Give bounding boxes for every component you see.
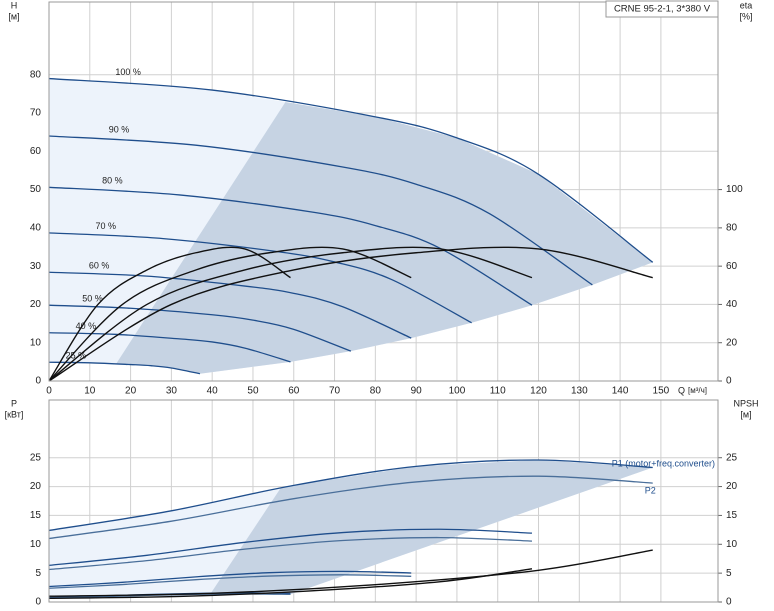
y-tick-label: 5 (35, 568, 41, 579)
x-tick-label: 150 (653, 386, 670, 397)
x-tick-label: 30 (166, 386, 178, 397)
y2-tick-label: 0 (726, 597, 732, 608)
y2-tick-label: 20 (726, 481, 738, 492)
y2-axis-label: eta (740, 0, 753, 10)
y-tick-label: 25 (30, 452, 42, 463)
y2-tick-label: 80 (726, 223, 738, 234)
x-tick-label: 110 (490, 386, 506, 397)
y2-tick-label: 0 (726, 376, 732, 387)
curve (48, 361, 201, 375)
y2-tick-label: 60 (726, 261, 738, 272)
plot-frame (48, 1, 719, 382)
y-tick-label: 60 (30, 146, 42, 157)
curve (48, 459, 653, 532)
chart-title: CRNE 95-2-1, 3*380 V (614, 4, 711, 15)
secondary-curve (48, 246, 653, 382)
curve (48, 536, 533, 571)
curve-label: P1 (motor+freq.converter) (612, 458, 715, 468)
curve-label: 25 % (66, 351, 87, 361)
x-tick-label: 90 (411, 386, 423, 397)
curve (48, 232, 472, 324)
y2-tick-label: 15 (726, 510, 738, 521)
y2-tick-label: 40 (726, 299, 738, 310)
curve (48, 570, 412, 588)
y-tick-label: 70 (30, 108, 42, 119)
y2-axis-label: NPSH (733, 398, 758, 408)
curve (48, 186, 533, 306)
y-tick-label: 0 (35, 376, 41, 387)
curve-label: 50 % (82, 294, 103, 304)
curve (48, 528, 533, 566)
curve (48, 574, 412, 589)
curve (48, 77, 654, 263)
x-tick-label: 50 (247, 386, 259, 397)
y-axis-unit: [кВт] (5, 409, 24, 419)
x-tick-label: 80 (370, 386, 382, 397)
curve (48, 135, 593, 286)
y-tick-label: 50 (30, 184, 42, 195)
y-tick-label: 10 (30, 337, 42, 348)
y-tick-label: 80 (30, 69, 42, 80)
x-tick-label: 70 (329, 386, 341, 397)
y-axis-label: H (11, 0, 18, 10)
y2-tick-label: 10 (726, 539, 738, 550)
x-tick-label: 130 (571, 386, 588, 397)
y-axis-label: P (11, 398, 17, 408)
x-tick-label: 40 (207, 386, 219, 397)
x-tick-label: 0 (46, 386, 52, 397)
y-axis-unit: [м] (8, 11, 19, 21)
y-tick-label: 40 (30, 223, 42, 234)
y2-tick-label: 5 (726, 568, 732, 579)
x-axis-label: Q (678, 385, 685, 395)
curve-label: 70 % (95, 221, 116, 231)
y-tick-label: 0 (35, 597, 41, 608)
y2-axis-unit: [м] (740, 409, 751, 419)
x-tick-label: 60 (288, 386, 300, 397)
secondary-curve (48, 568, 533, 600)
x-tick-label: 120 (530, 386, 547, 397)
curve-label: P2 (645, 485, 656, 495)
y-tick-label: 30 (30, 261, 42, 272)
curve (48, 304, 352, 352)
secondary-curve (48, 246, 291, 382)
y-tick-label: 20 (30, 481, 42, 492)
y2-tick-label: 100 (726, 184, 743, 195)
x-tick-label: 10 (84, 386, 96, 397)
curve (48, 475, 653, 540)
curve-label: 60 % (89, 261, 110, 271)
title-box (605, 0, 719, 18)
curve-label: 80 % (102, 176, 123, 186)
curve (48, 332, 291, 363)
x-tick-label: 100 (449, 386, 466, 397)
curve-label: 90 % (109, 124, 130, 134)
y-tick-label: 10 (30, 539, 42, 550)
secondary-curve (48, 246, 412, 382)
x-axis-unit: [м³/ч] (688, 386, 707, 395)
secondary-curve (48, 246, 533, 382)
y2-axis-unit: [%] (739, 11, 752, 21)
curve-label: 100 % (115, 67, 141, 77)
x-tick-label: 20 (125, 386, 137, 397)
secondary-curve (48, 549, 653, 597)
plot-frame (48, 399, 719, 603)
y-tick-label: 15 (30, 510, 42, 521)
y2-tick-label: 20 (726, 337, 738, 348)
curve-label: 40 % (76, 321, 97, 331)
y2-tick-label: 25 (726, 452, 738, 463)
curve (48, 271, 412, 339)
y-tick-label: 20 (30, 299, 42, 310)
x-tick-label: 140 (612, 386, 629, 397)
